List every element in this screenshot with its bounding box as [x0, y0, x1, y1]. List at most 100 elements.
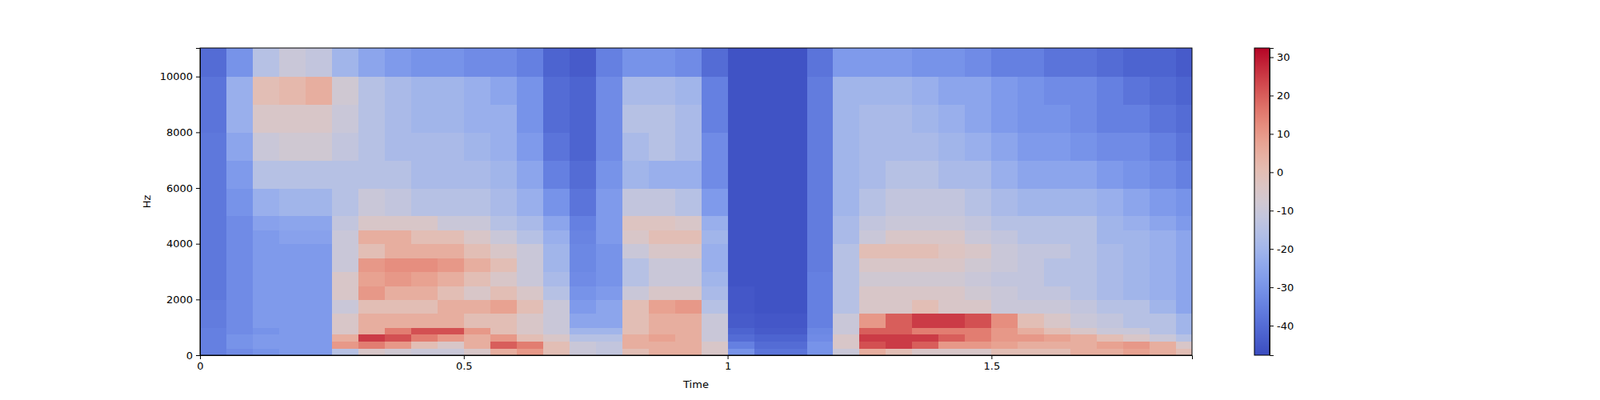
cell: [279, 216, 307, 231]
cell: [490, 132, 518, 160]
cell: [1123, 76, 1151, 105]
cell: [1149, 257, 1177, 272]
cell: [938, 160, 966, 188]
cell: [832, 48, 860, 77]
cell: [675, 188, 703, 216]
cell: [885, 216, 913, 231]
cell: [1123, 334, 1151, 342]
cell: [596, 48, 624, 77]
cell: [701, 285, 729, 300]
tick: 0: [1269, 166, 1284, 179]
cell: [675, 257, 703, 272]
cell: [832, 216, 860, 231]
cell: [964, 76, 992, 105]
tick-label: -40: [1276, 320, 1294, 332]
tick-mark: [1269, 95, 1274, 96]
cell: [437, 229, 465, 244]
cell: [1017, 257, 1045, 272]
cell: [701, 334, 729, 342]
cell: [754, 216, 782, 231]
cell: [1096, 104, 1124, 133]
cell: [332, 160, 360, 188]
cell: [252, 327, 280, 335]
cell: [807, 313, 835, 328]
cell: [701, 76, 729, 105]
cell: [1149, 327, 1177, 335]
cell: [543, 341, 571, 349]
cell: [701, 48, 729, 77]
cell: [358, 132, 386, 160]
cell: [252, 48, 280, 77]
cell: [332, 104, 360, 133]
cell: [332, 313, 360, 328]
cell: [754, 272, 782, 287]
cell: [1096, 348, 1124, 356]
cell: [464, 348, 492, 356]
cell: [832, 160, 860, 188]
tick-label: -30: [1276, 281, 1294, 294]
cell: [569, 188, 597, 216]
cell: [1070, 313, 1098, 328]
cell: [1017, 229, 1045, 244]
cell: [1176, 132, 1192, 160]
cell: [832, 285, 860, 300]
cell: [464, 272, 492, 287]
cell: [596, 313, 624, 328]
cell: [279, 104, 307, 133]
cell: [1123, 285, 1151, 300]
cell: [728, 334, 756, 342]
cell: [226, 188, 254, 216]
cell: [1123, 104, 1151, 133]
cell: [1070, 188, 1098, 216]
cell: [728, 160, 756, 188]
cell: [305, 160, 333, 188]
cell: [332, 48, 360, 77]
cell: [516, 285, 544, 300]
cell: [279, 188, 307, 216]
cell: [622, 348, 650, 356]
cell: [991, 334, 1019, 342]
cell: [543, 132, 571, 160]
cell: [569, 48, 597, 77]
cell: [1017, 216, 1045, 231]
cell: [279, 272, 307, 287]
cell: [754, 257, 782, 272]
tick-mark: [196, 299, 200, 300]
cell: [648, 299, 676, 314]
cell: [1096, 48, 1124, 77]
cell: [411, 299, 439, 314]
cell: [1044, 188, 1072, 216]
plot-frame: [200, 48, 1192, 356]
cell: [912, 313, 940, 328]
cell: [622, 313, 650, 328]
cell: [1044, 348, 1072, 356]
cell: [1096, 257, 1124, 272]
cell: [305, 348, 333, 356]
cell: [332, 257, 360, 272]
cell: [543, 160, 571, 188]
cell: [200, 48, 228, 77]
cell: [1017, 188, 1045, 216]
cell: [1044, 257, 1072, 272]
cell: [332, 244, 360, 259]
cell: [832, 341, 860, 349]
cell: [411, 104, 439, 133]
cell: [832, 327, 860, 335]
cell: [991, 160, 1019, 188]
cell: [332, 76, 360, 105]
tick-mark: [196, 76, 200, 78]
cell: [358, 285, 386, 300]
cell: [701, 272, 729, 287]
cell: [437, 216, 465, 231]
cell: [411, 257, 439, 272]
cell: [885, 188, 913, 216]
cell: [1017, 348, 1045, 356]
tick-mark: [1269, 133, 1274, 135]
cell: [596, 244, 624, 259]
cell: [912, 272, 940, 287]
cell: [648, 272, 676, 287]
tick-mark: [196, 355, 200, 356]
cell: [1096, 188, 1124, 216]
cell: [964, 216, 992, 231]
cell: [1176, 244, 1192, 259]
